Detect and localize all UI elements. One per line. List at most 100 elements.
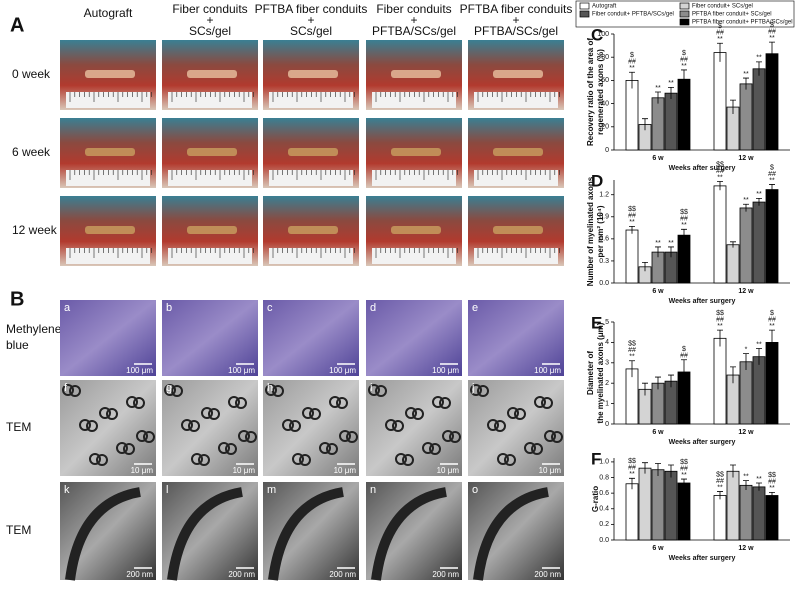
axon	[442, 430, 454, 442]
legend-box	[575, 0, 795, 28]
bar	[739, 484, 753, 541]
subpanel-letter: l	[166, 484, 168, 496]
significance-mark: **	[769, 485, 775, 492]
axon	[164, 384, 176, 396]
axon	[439, 397, 451, 409]
myelin	[371, 487, 447, 581]
bar	[638, 467, 652, 541]
error-bar	[681, 359, 687, 385]
y-tick-label: 100	[597, 31, 609, 38]
axon	[245, 431, 257, 443]
subpanel-letter: b	[166, 302, 172, 314]
significance-mark: ##	[628, 347, 636, 354]
axon	[292, 453, 304, 465]
significance-mark: $$	[680, 209, 688, 216]
error-bar	[642, 382, 648, 396]
y-axis-label: Number of myelinated axons	[586, 176, 595, 286]
panel-label: B	[10, 288, 24, 310]
conduit	[85, 70, 135, 78]
axon	[116, 442, 128, 454]
significance-mark: $$	[716, 161, 724, 168]
subpanel-letter: e	[472, 302, 478, 314]
y-tick-label: 0.2	[599, 521, 609, 528]
scale-label: 200 nm	[432, 570, 459, 579]
ruler	[269, 92, 353, 108]
axon	[477, 385, 489, 397]
subpanel-letter: o	[472, 484, 478, 496]
significance-mark: **	[681, 472, 687, 479]
bar	[726, 244, 740, 284]
significance-mark: **	[743, 71, 749, 78]
error-bar	[769, 329, 775, 355]
axon	[368, 384, 380, 396]
scale-label: 100 μm	[228, 366, 255, 375]
y-tick-label: 5	[605, 319, 609, 326]
axon	[299, 454, 311, 466]
panel-label: F	[591, 449, 601, 468]
significance-mark: $$	[716, 310, 724, 317]
axon	[62, 384, 74, 396]
error-bar	[642, 262, 648, 272]
significance-mark: ##	[768, 317, 776, 324]
bar	[677, 482, 691, 541]
error-bar	[730, 99, 736, 115]
ruler	[269, 248, 353, 264]
legend-swatch	[679, 10, 690, 18]
ruler	[66, 170, 150, 186]
myelin	[268, 487, 344, 581]
significance-mark: ##	[680, 216, 688, 223]
y-tick-label: 4	[605, 339, 609, 346]
axon	[86, 420, 98, 432]
y-tick-label: 20	[601, 124, 609, 131]
bar	[739, 207, 753, 284]
axon	[126, 396, 138, 408]
column-header: PFTBA/SCs/gel	[474, 24, 558, 38]
axon	[405, 407, 417, 419]
y-tick-label: 3	[605, 360, 609, 367]
column-header: SCs/gel	[189, 24, 231, 38]
conduit	[187, 148, 237, 156]
significance-mark: ##	[628, 213, 636, 220]
error-bar	[629, 477, 635, 490]
legend-label: Fiber conduit+ PFTBA/SCs/gel	[592, 12, 674, 18]
ruler	[168, 248, 252, 264]
bar	[752, 201, 766, 284]
scale-label: 10 μm	[233, 466, 256, 475]
ruler	[474, 92, 558, 108]
myelin	[65, 487, 141, 581]
significance-mark: **	[756, 476, 762, 483]
scale-label: 200 nm	[329, 570, 356, 579]
ruler	[372, 92, 456, 108]
subpanel-letter: a	[64, 302, 71, 314]
error-bar	[743, 77, 749, 90]
axon	[235, 397, 247, 409]
axon	[282, 419, 294, 431]
ruler	[372, 248, 456, 264]
column-header: Fiber conduits	[376, 2, 451, 16]
significance-mark: **	[769, 323, 775, 330]
error-bar	[655, 376, 661, 390]
ruler	[372, 170, 456, 186]
legend-label: PFTBA fiber conduit+ PFTBA/SCs/gel	[692, 20, 793, 26]
significance-mark: ##	[680, 353, 688, 360]
axon	[449, 431, 461, 443]
x-tick-label: 6 w	[652, 288, 664, 295]
axon	[201, 407, 213, 419]
y-axis-label: the myelinated axons (μm)	[596, 322, 605, 423]
significance-mark: $	[718, 23, 722, 30]
axon	[524, 442, 536, 454]
bar	[625, 368, 639, 425]
axon	[99, 407, 111, 419]
column-header: PFTBA/SCs/gel	[372, 24, 456, 38]
ruler	[168, 92, 252, 108]
y-tick-label: 0	[605, 421, 609, 428]
scale-label: 10 μm	[539, 466, 562, 475]
error-bar	[668, 246, 674, 258]
error-bar	[730, 241, 736, 248]
significance-mark: ##	[768, 171, 776, 178]
scale-label: 200 nm	[534, 570, 561, 579]
axon	[123, 443, 135, 455]
significance-mark: ##	[716, 478, 724, 485]
column-header: Autograft	[84, 6, 133, 20]
significance-mark: $$	[628, 206, 636, 213]
